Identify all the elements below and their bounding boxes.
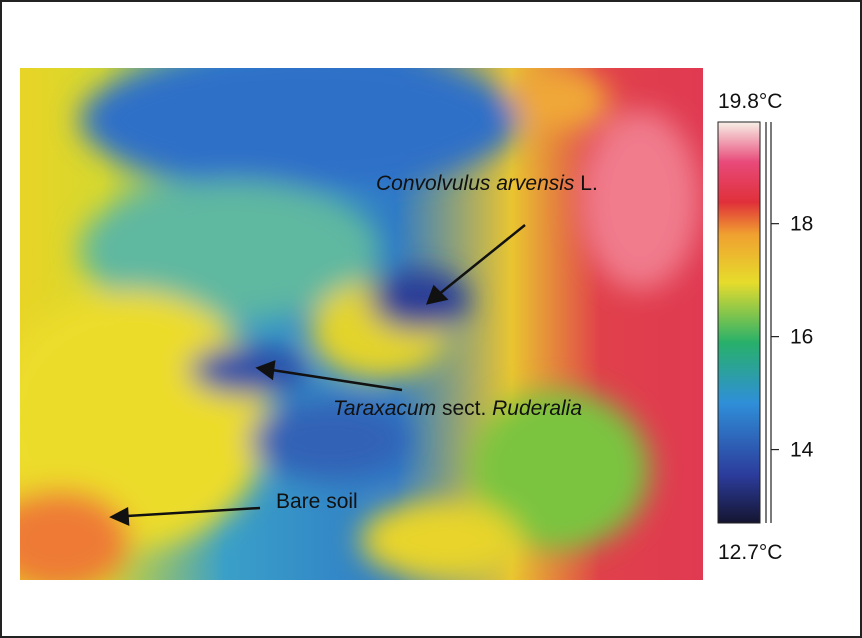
tick-label: 16 (790, 326, 813, 349)
annotation-part: L. (574, 172, 597, 195)
annotation-part: Convolvulus arvensis (376, 172, 575, 195)
range-min-label: 12.7°C (718, 541, 782, 564)
range-max-label: 19.8°C (718, 90, 782, 113)
annotation: Taraxacum sect. Ruderalia (333, 397, 582, 420)
annotation-part: Taraxacum (333, 397, 436, 420)
annotation-part: Ruderalia (492, 397, 582, 420)
annotation: Convolvulus arvensis L. (376, 172, 598, 195)
figure: Convolvulus arvensis L. Taraxacum sect. R… (0, 0, 862, 638)
colorbar (718, 122, 760, 523)
annotation: Bare soil (276, 490, 358, 513)
annotation-part: Bare soil (276, 490, 358, 513)
annotation-part: sect. (436, 397, 492, 420)
tick-label: 14 (790, 439, 814, 462)
tick-label: 18 (790, 213, 813, 236)
